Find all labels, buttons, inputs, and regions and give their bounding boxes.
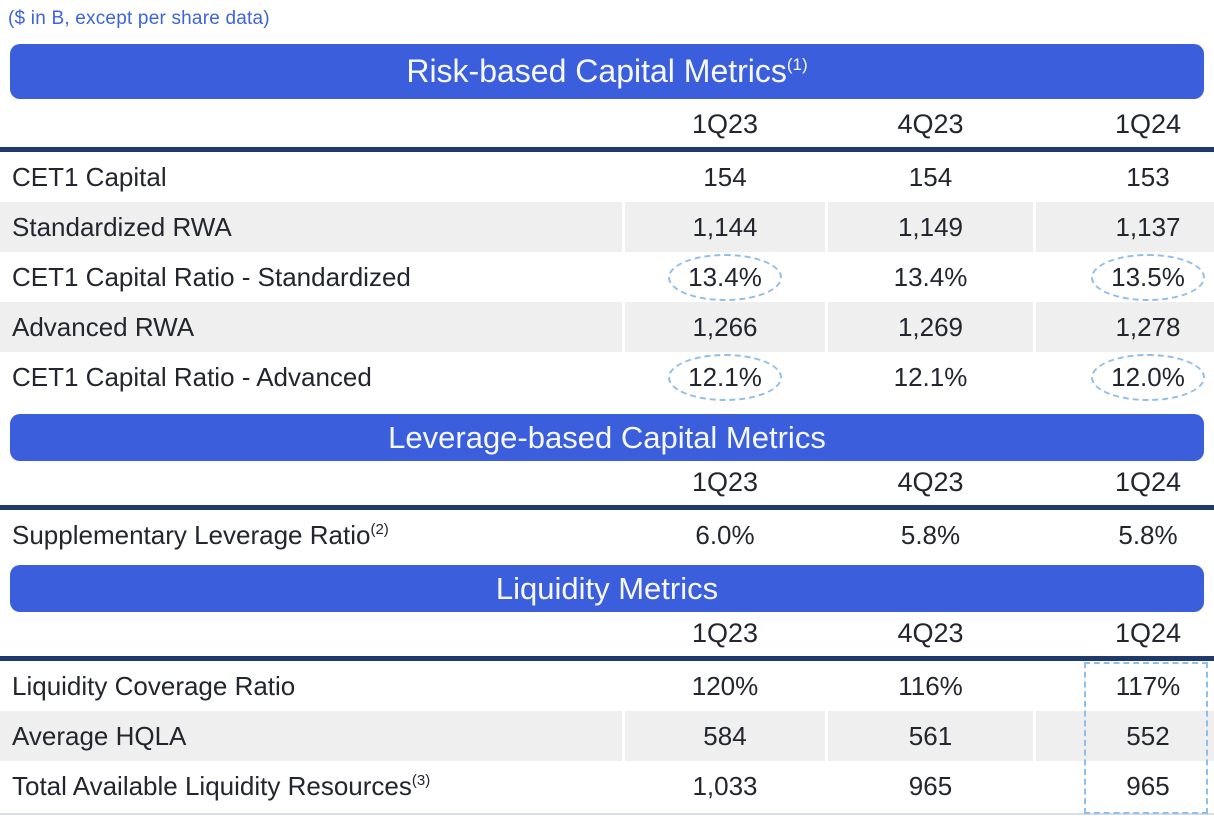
highlight-ellipse: 12.0% bbox=[1091, 353, 1205, 401]
capital-metrics-table: Risk-based Capital Metrics (1) 1Q23 4Q23 … bbox=[0, 44, 1214, 815]
metric-value: 13.4% bbox=[893, 261, 968, 292]
metric-value: 1,149 bbox=[828, 202, 1033, 252]
column-header: 4Q23 bbox=[897, 618, 964, 648]
metric-value: 552 bbox=[1036, 711, 1214, 761]
metric-value: 561 bbox=[828, 711, 1033, 761]
liquidity-rows: Liquidity Coverage Ratio 120% 116% 117% … bbox=[0, 661, 1214, 814]
metric-label: CET1 Capital Ratio - Advanced bbox=[12, 361, 372, 392]
metric-value: 5.8% bbox=[900, 519, 961, 550]
section-banner-leverage: Leverage-based Capital Metrics bbox=[10, 414, 1204, 461]
metric-value: 13.5% bbox=[1036, 252, 1214, 302]
metric-label: Advanced RWA bbox=[0, 302, 622, 352]
metric-row: Average HQLA 584 561 552 bbox=[0, 711, 1214, 761]
metric-label: Average HQLA bbox=[0, 711, 622, 761]
metric-value: 6.0% bbox=[695, 519, 755, 550]
metric-value: 1,033 bbox=[692, 770, 758, 801]
metric-label: Total Available Liquidity Resources (3) bbox=[12, 770, 431, 801]
metric-value: 154 bbox=[908, 161, 953, 192]
metric-value: 12.1% bbox=[893, 361, 968, 392]
column-header: 4Q23 bbox=[897, 467, 964, 497]
metric-row: CET1 Capital Ratio - Standardized 13.4% … bbox=[0, 252, 1214, 302]
footnote-ref: (3) bbox=[411, 771, 431, 789]
header-rule bbox=[0, 147, 1214, 152]
metric-value: 5.8% bbox=[1118, 519, 1178, 550]
highlight-ellipse: 13.5% bbox=[1091, 253, 1205, 301]
highlight-ellipse: 13.4% bbox=[668, 253, 782, 301]
metric-value: 13.4% bbox=[625, 252, 825, 302]
metric-value: 1,144 bbox=[625, 202, 825, 252]
metric-label: CET1 Capital bbox=[12, 161, 167, 192]
metric-value: 584 bbox=[625, 711, 825, 761]
metric-label: Liquidity Coverage Ratio bbox=[12, 670, 296, 701]
metric-row: CET1 Capital Ratio - Advanced 12.1% 12.1… bbox=[0, 352, 1214, 402]
header-rule bbox=[0, 505, 1214, 510]
metric-row: Advanced RWA 1,266 1,269 1,278 bbox=[0, 302, 1214, 352]
metric-row: Supplementary Leverage Ratio (2) 6.0% 5.8… bbox=[0, 510, 1214, 560]
section-title: Liquidity Metrics bbox=[495, 570, 719, 606]
metric-value: 1,269 bbox=[828, 302, 1033, 352]
metric-row: Total Available Liquidity Resources (3) 1… bbox=[0, 761, 1214, 811]
metric-value: 116% bbox=[898, 670, 963, 701]
column-header: 1Q24 bbox=[1114, 618, 1182, 648]
column-header: 1Q23 bbox=[691, 467, 759, 497]
section-banner-risk: Risk-based Capital Metrics (1) bbox=[10, 44, 1204, 99]
section-title: Risk-based Capital Metrics bbox=[406, 53, 787, 89]
metric-value: 153 bbox=[1126, 161, 1170, 192]
metric-value: 117% bbox=[1115, 670, 1181, 701]
column-header: 1Q24 bbox=[1114, 109, 1182, 139]
metric-value: 120% bbox=[691, 670, 759, 701]
column-header: 1Q23 bbox=[691, 618, 759, 648]
metric-value: 965 bbox=[1126, 770, 1170, 801]
section-title: Leverage-based Capital Metrics bbox=[388, 419, 826, 455]
metric-value: 1,278 bbox=[1036, 302, 1214, 352]
metric-value: 1,137 bbox=[1036, 202, 1214, 252]
column-header: 1Q23 bbox=[691, 109, 759, 139]
metric-value: 12.1% bbox=[625, 352, 825, 402]
column-header-row: 1Q23 4Q23 1Q24 bbox=[0, 612, 1214, 656]
metric-row: CET1 Capital 154 154 153 bbox=[0, 152, 1214, 202]
column-header-row: 1Q23 4Q23 1Q24 bbox=[0, 461, 1214, 505]
metric-value: 965 bbox=[908, 770, 953, 801]
column-header: 1Q24 bbox=[1114, 467, 1182, 497]
metric-label: Standardized RWA bbox=[0, 202, 622, 252]
metric-row: Liquidity Coverage Ratio 120% 116% 117% bbox=[0, 661, 1214, 711]
section-banner-liquidity: Liquidity Metrics bbox=[10, 565, 1204, 612]
column-header-row: 1Q23 4Q23 1Q24 bbox=[0, 99, 1214, 147]
footnote-ref: (2) bbox=[370, 520, 389, 538]
footnote-ref: (1) bbox=[786, 54, 808, 74]
metric-value: 154 bbox=[703, 161, 747, 192]
metric-label: Supplementary Leverage Ratio (2) bbox=[12, 519, 389, 550]
metric-label: CET1 Capital Ratio - Standardized bbox=[12, 261, 411, 292]
metric-value: 1,266 bbox=[625, 302, 825, 352]
header-rule bbox=[0, 656, 1214, 661]
highlight-ellipse: 12.1% bbox=[668, 353, 782, 401]
metric-row: Standardized RWA 1,144 1,149 1,137 bbox=[0, 202, 1214, 252]
column-header: 4Q23 bbox=[897, 109, 964, 139]
table-bottom-rule bbox=[0, 813, 1214, 815]
metric-value: 12.0% bbox=[1036, 352, 1214, 402]
units-note: ($ in B, except per share data) bbox=[8, 8, 270, 29]
